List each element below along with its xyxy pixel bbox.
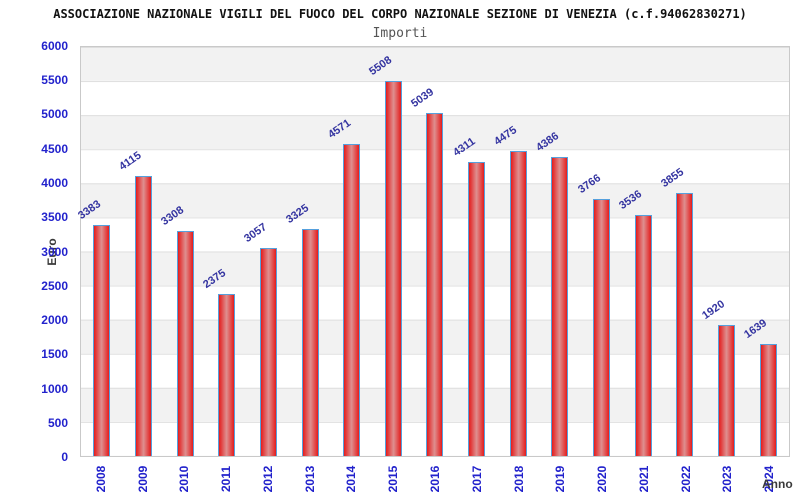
bar <box>176 230 194 456</box>
y-tick-label: 1000 <box>41 381 68 396</box>
y-tick-label: 500 <box>47 415 68 430</box>
bar <box>634 214 652 456</box>
bar <box>343 144 361 456</box>
bar <box>509 150 527 456</box>
bars: 3383 4115 3308 2375 3057 3325 4571 5508 5039 4311… <box>76 47 789 456</box>
x-tick-slot: 2018 <box>498 458 540 500</box>
x-tick-label: 2022 <box>678 465 693 493</box>
bar-slot-2023: 1920 <box>701 47 748 456</box>
x-tick-slot: 2010 <box>164 458 206 500</box>
bar <box>301 229 319 456</box>
x-tick-label: 2008 <box>93 465 108 493</box>
x-tick-slot: 2011 <box>205 458 247 500</box>
y-tick-label: 6000 <box>41 39 68 53</box>
bar <box>426 112 444 456</box>
bar <box>593 199 610 456</box>
bar-slot-2022: 3855 <box>659 47 706 456</box>
bar-slot-2017: 4311 <box>451 47 498 456</box>
x-tick-slot: 2017 <box>456 458 498 500</box>
y-tick-label: 2500 <box>41 278 68 293</box>
y-tick-label: 1500 <box>41 347 68 362</box>
bar-slot-2009: 4115 <box>118 47 165 456</box>
x-tick-label: 2020 <box>595 465 610 493</box>
x-tick-label: 2012 <box>260 465 275 493</box>
y-tick-label: 4500 <box>41 141 68 156</box>
x-tick-slot: 2008 <box>80 458 122 500</box>
x-tick-slot: 2012 <box>247 458 289 500</box>
bar-slot-2015: 5508 <box>367 47 414 456</box>
bar-slot-2013: 3325 <box>284 47 331 456</box>
bar-slot-2008: 3383 <box>76 47 123 456</box>
x-tick-slot: 2014 <box>331 458 373 500</box>
bar <box>218 294 236 456</box>
bar-slot-2010: 3308 <box>159 47 206 456</box>
x-tick-slot: 2015 <box>372 458 414 500</box>
bar <box>468 162 486 456</box>
bar-slot-2024: 1639 <box>742 47 789 456</box>
bar <box>134 175 152 456</box>
y-tick-label: 5000 <box>41 107 68 122</box>
bar <box>759 344 777 456</box>
bar-slot-2014: 4571 <box>326 47 373 456</box>
x-tick-label: 2009 <box>135 465 150 493</box>
y-axis-tick-labels: 0 500 1000 1500 2000 2500 3000 3500 4000 4500 5000… <box>0 39 68 464</box>
x-tick-label: 2015 <box>386 465 401 493</box>
x-axis-title: Anno <box>762 477 793 491</box>
y-tick-label: 3000 <box>41 244 68 259</box>
x-tick-label: 2019 <box>553 465 568 493</box>
bar <box>259 247 277 456</box>
x-tick-label: 2011 <box>219 465 234 493</box>
bar <box>93 225 111 456</box>
chart-title: ASSOCIAZIONE NAZIONALE VIGILI DEL FUOCO … <box>53 7 747 21</box>
x-tick-slot: 2023 <box>706 458 748 500</box>
plot-area: 3383 4115 3308 2375 3057 3325 4571 5508 5039 4311… <box>76 46 790 457</box>
y-tick-label: 5500 <box>41 73 68 88</box>
bar-slot-2020: 3766 <box>576 47 623 456</box>
x-tick-slot: 2021 <box>623 458 665 500</box>
bar-slot-2021: 3536 <box>617 47 664 456</box>
bar-slot-2011: 2375 <box>201 47 248 456</box>
x-tick-slot: 2019 <box>539 458 581 500</box>
y-tick-label: 2000 <box>41 312 68 327</box>
x-tick-slot: 2013 <box>289 458 331 500</box>
y-tick-label: 4000 <box>41 175 68 190</box>
x-tick-label: 2021 <box>636 465 651 493</box>
bar-slot-2016: 5039 <box>409 47 456 456</box>
bar-value-label: 3383 <box>75 198 103 223</box>
chart-subtitle: Importi <box>372 26 428 41</box>
x-tick-label: 2023 <box>720 465 735 493</box>
x-tick-label: 2013 <box>302 465 317 493</box>
x-tick-slot: 2009 <box>122 458 164 500</box>
y-tick-label: 3500 <box>41 210 68 225</box>
bar <box>551 157 569 456</box>
x-tick-label: 2018 <box>511 465 526 493</box>
bar-slot-2018: 4475 <box>492 47 539 456</box>
bar <box>676 193 694 456</box>
x-tick-slot: 2022 <box>665 458 707 500</box>
x-tick-label: 2016 <box>428 465 442 493</box>
bar <box>717 325 735 456</box>
bar <box>384 80 402 456</box>
bar-slot-2019: 4386 <box>534 47 581 456</box>
x-axis-tick-labels: 2008 2009 2010 2011 2012 2013 2014 2015 2016 2017… <box>80 458 790 500</box>
x-tick-label: 2014 <box>344 465 359 493</box>
y-tick-label: 0 <box>61 450 68 464</box>
x-tick-label: 2017 <box>469 465 484 493</box>
x-tick-label: 2010 <box>177 465 192 493</box>
x-tick-slot: 2020 <box>581 458 623 500</box>
bar-slot-2012: 3057 <box>242 47 290 456</box>
x-tick-slot: 2016 <box>414 458 456 500</box>
